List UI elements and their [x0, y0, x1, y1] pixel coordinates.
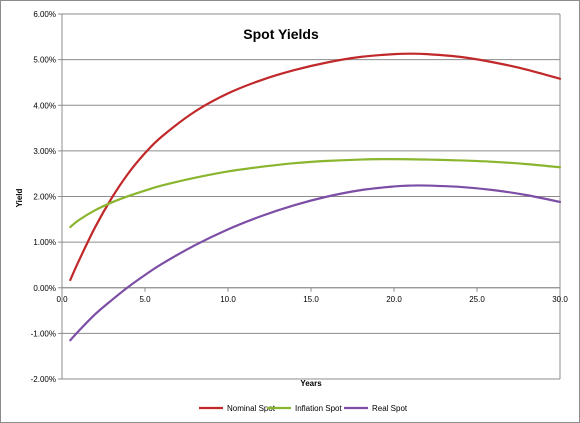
series-line-nominal-spot [69, 52, 562, 282]
x-tick-label: 0.0 [56, 295, 68, 304]
y-tick-label: 3.00% [33, 147, 56, 156]
series-lines [69, 52, 562, 342]
y-tick-label: 4.00% [33, 101, 56, 110]
x-tick-label: 30.0 [552, 295, 568, 304]
legend-label-inflation-spot: Inflation Spot [295, 404, 342, 413]
x-tick-label: 10.0 [220, 295, 236, 304]
legend-label-real-spot: Real Spot [372, 404, 408, 413]
y-tick-label: 5.00% [33, 56, 56, 65]
tick-labels: 6.00% 5.00% 4.00% 3.00% 2.00% 1.00% 0.00% -1.00… [31, 10, 569, 384]
y-tick-label: 1.00% [33, 238, 56, 247]
x-axis-title: Years [300, 379, 322, 388]
y-axis-title: Yield [15, 188, 24, 207]
series-line-real-spot [69, 184, 562, 342]
x-tick-label: 20.0 [386, 295, 402, 304]
y-tick-label: 2.00% [33, 193, 56, 202]
y-tick-label: 6.00% [33, 10, 56, 19]
x-tick-label: 5.0 [139, 295, 151, 304]
y-tick-label: -1.00% [31, 329, 56, 338]
chart-title: Spot Yields [243, 26, 319, 42]
x-tick-label: 25.0 [469, 295, 485, 304]
y-tick-label: -2.00% [31, 375, 56, 384]
series-line-inflation-spot [69, 157, 562, 229]
legend-label-nominal-spot: Nominal Spot [227, 404, 276, 413]
grid-lines [62, 13, 561, 380]
x-tick-label: 15.0 [303, 295, 319, 304]
legend: Nominal Spot Inflation Spot Real Spot [199, 404, 408, 413]
y-tick-label: 0.00% [33, 284, 56, 293]
axes [58, 13, 561, 380]
